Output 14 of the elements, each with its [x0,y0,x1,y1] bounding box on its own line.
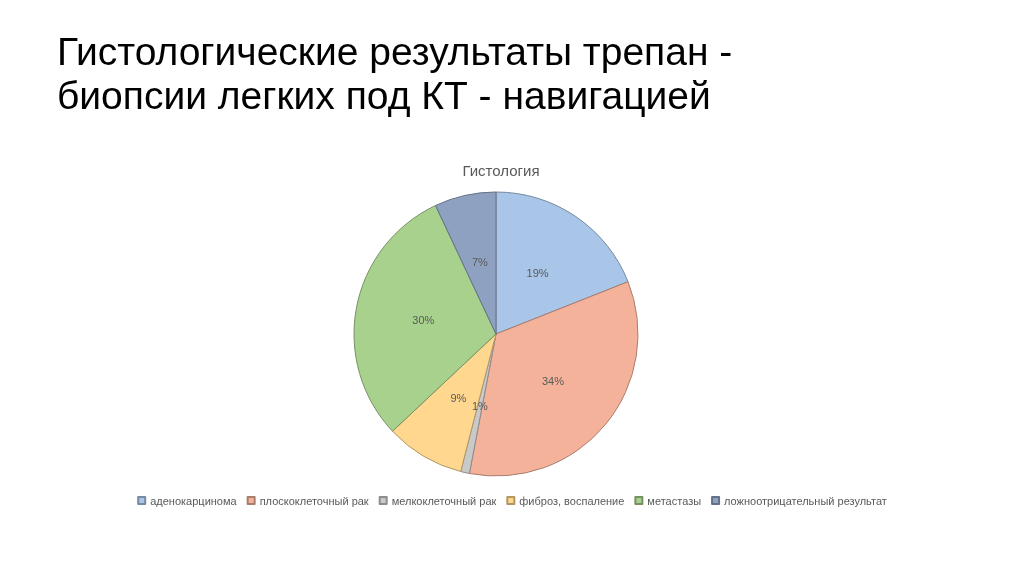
legend-label: аденокарцинома [150,494,238,507]
chart-subtitle: Гистология [462,162,540,179]
data-label: 30% [412,314,435,327]
data-label: 9% [450,391,467,404]
chart-title: Гистологические результаты трепан - биопсии легких под КТ - навигацией [57,30,734,118]
data-label: 7% [471,255,489,268]
legend-label: мелкоклеточный рак [391,494,497,507]
legend-label: фиброз, воспаление [519,494,625,507]
data-label: 19% [526,266,549,279]
legend-label: ложноотрицательный результат [724,494,887,507]
data-label: 34% [542,375,565,388]
legend-label: метастазы [647,494,702,507]
data-label: 1% [471,400,489,413]
legend-label: плоскоклеточный рак [259,494,369,507]
